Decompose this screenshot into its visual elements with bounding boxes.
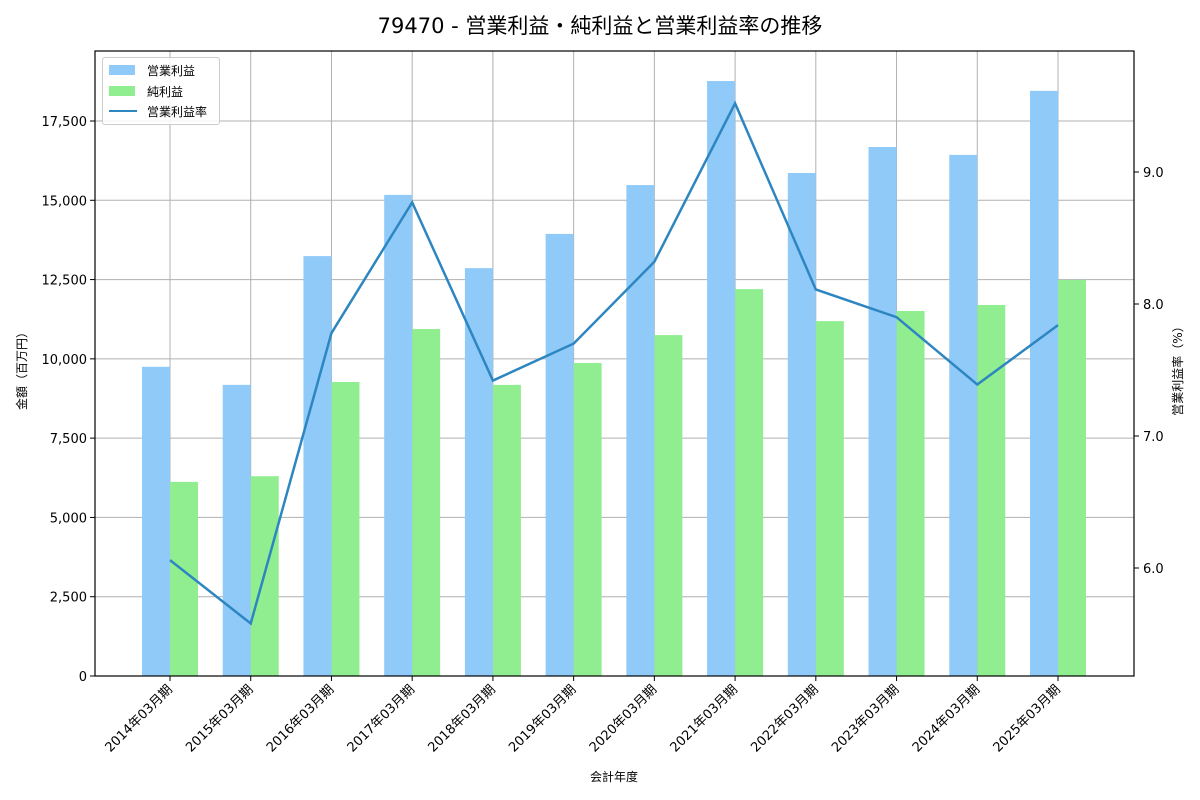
y-tick-label-right: 9.0 — [1143, 166, 1164, 181]
bar-operating-profit — [1030, 90, 1058, 676]
y-axis-left-label: 金額（百万円） — [14, 326, 29, 410]
y-tick-label-left: 7,500 — [50, 432, 87, 447]
legend-item-operating-profit: 営業利益 — [109, 62, 195, 78]
y-tick-label-left: 10,000 — [42, 353, 88, 368]
legend-label: 純利益 — [147, 84, 184, 99]
bar-net-profit — [977, 304, 1006, 676]
x-tick-label: 2024年03月期 — [910, 682, 983, 755]
x-tick-label: 2022年03月期 — [748, 682, 821, 755]
y-tick-label-left: 17,500 — [42, 115, 88, 130]
bar-net-profit — [654, 335, 683, 676]
y-tick-label-left: 12,500 — [42, 274, 88, 289]
bar-net-profit — [896, 310, 925, 676]
x-tick-label: 2015年03月期 — [183, 682, 256, 755]
left-axis: 0 2,500 5,000 7,500 10,000 12,500 15,000 17,500 — [42, 115, 95, 685]
net-profit-swatch-icon — [109, 86, 135, 96]
chart-title: 79470 - 営業利益・純利益と営業利益率の推移 — [377, 14, 823, 38]
x-tick-label: 2016年03月期 — [264, 682, 337, 755]
legend-item-net-profit: 純利益 — [109, 83, 183, 99]
right-axis: 6.0 7.0 8.0 9.0 — [1134, 166, 1164, 577]
bar-net-profit — [412, 329, 441, 676]
bar-net-profit — [492, 384, 521, 676]
y-tick-label-right: 6.0 — [1143, 562, 1164, 577]
x-axis-label: 会計年度 — [590, 769, 638, 784]
y-tick-label-left: 2,500 — [50, 591, 87, 606]
y-tick-label-left: 15,000 — [42, 194, 88, 209]
bar-net-profit — [1058, 279, 1086, 676]
bar-operating-profit — [626, 185, 655, 676]
x-tick-label: 2014年03月期 — [103, 682, 176, 755]
plot-frame — [94, 50, 1135, 677]
x-tick-label: 2021年03月期 — [668, 682, 741, 755]
x-tick-label: 2018年03月期 — [425, 682, 498, 755]
y-axis-right-label: 営業利益率（%） — [1170, 320, 1185, 415]
bar-net-profit — [331, 382, 360, 676]
bar-operating-profit — [949, 154, 978, 677]
x-tick-label: 2019年03月期 — [506, 682, 579, 755]
bar-net-profit — [573, 362, 602, 676]
bar-operating-profit — [303, 256, 332, 676]
legend: 営業利益 純利益 営業利益率 — [102, 57, 220, 125]
bars — [142, 81, 1086, 677]
bar-operating-profit — [384, 194, 413, 676]
x-tick-label: 2020年03月期 — [587, 682, 660, 755]
bar-operating-profit — [464, 268, 493, 676]
operating-margin-line-icon — [109, 110, 137, 112]
y-tick-label-right: 7.0 — [1143, 430, 1164, 445]
bar-operating-profit — [868, 147, 897, 676]
bar-operating-profit — [787, 173, 816, 677]
bar-net-profit — [815, 321, 844, 676]
x-tick-label: 2025年03月期 — [991, 682, 1064, 755]
x-axis: 2014年03月期 2015年03月期 2016年03月期 2017年03月期 2018… — [103, 676, 1064, 756]
operating-profit-swatch-icon — [109, 65, 135, 75]
legend-label: 営業利益 — [147, 63, 196, 78]
bar-operating-profit — [707, 81, 736, 677]
operating-margin-line — [169, 100, 1059, 626]
bar-operating-profit — [142, 366, 170, 676]
legend-item-operating-margin: 営業利益率 — [109, 103, 207, 119]
x-tick-label: 2017年03月期 — [345, 682, 418, 755]
bar-net-profit — [735, 289, 764, 676]
bar-operating-profit — [222, 384, 251, 676]
y-tick-label-right: 8.0 — [1143, 298, 1164, 313]
y-tick-label-left: 0 — [79, 670, 87, 685]
legend-label: 営業利益率 — [147, 104, 208, 119]
margin-line — [169, 100, 1059, 626]
x-tick-label: 2023年03月期 — [829, 682, 902, 755]
y-tick-label-left: 5,000 — [50, 511, 87, 526]
bar-operating-profit — [545, 233, 574, 676]
